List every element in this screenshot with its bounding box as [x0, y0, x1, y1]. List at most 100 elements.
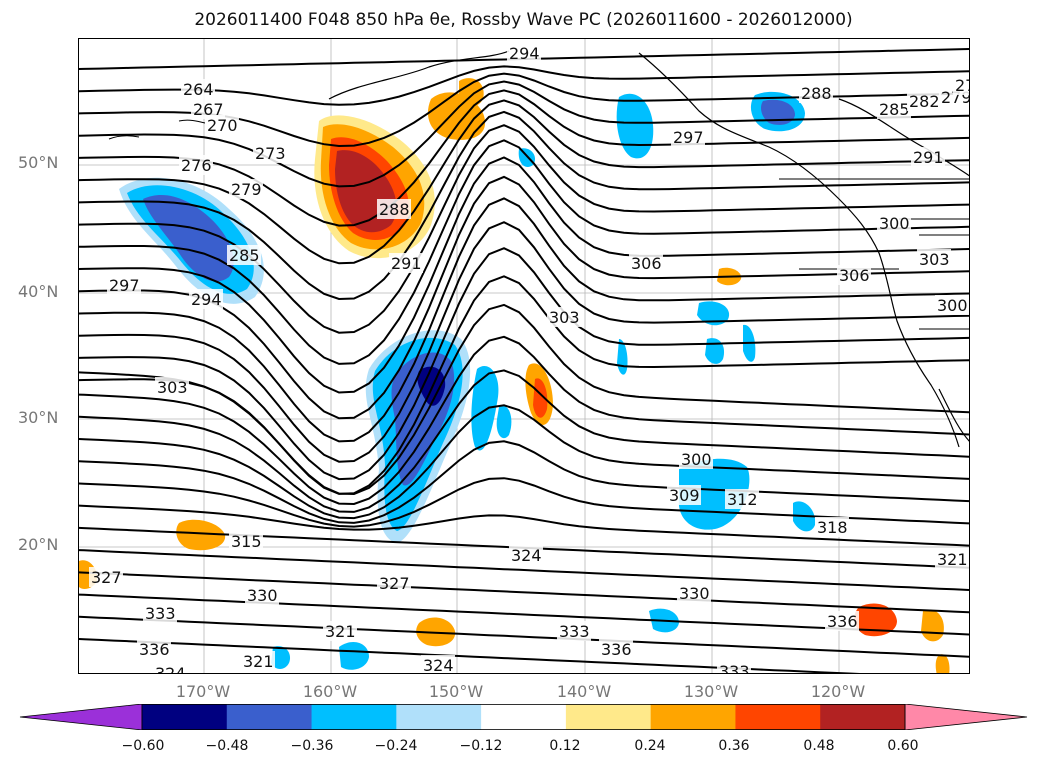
contour-label: 300	[879, 214, 910, 233]
contour-label-bg	[143, 603, 177, 623]
colorbar-segment	[226, 704, 313, 730]
theta-e-contour-line	[79, 139, 969, 365]
contour-label: 333	[559, 622, 590, 641]
lat-label-20n: 20°N	[18, 535, 59, 554]
contour-label-bg	[815, 517, 849, 537]
contour-label: 327	[91, 568, 122, 587]
contour-label-bg	[229, 531, 263, 551]
contour-label-bg	[717, 661, 751, 673]
theta-e-contour-line	[79, 571, 969, 614]
contour-label-bg	[725, 489, 759, 509]
contour-label-bg	[191, 99, 225, 119]
theta-e-contour-line	[79, 369, 969, 513]
contour-label: 333	[719, 662, 750, 674]
colorbar-outline	[141, 704, 906, 730]
lon-label-160w: 160°W	[302, 682, 358, 701]
colorbar-segment	[481, 704, 567, 730]
theta-e-contours	[79, 48, 969, 673]
theta-e-contour-line	[79, 156, 969, 394]
contour-label: 285	[229, 246, 260, 265]
contour-label: 321	[937, 550, 968, 569]
contour-label-bg	[911, 147, 945, 167]
contour-label: 276	[181, 156, 212, 175]
map-title: 2026011400 F048 850 hPa θe, Rossby Wave …	[194, 10, 853, 30]
map-panel[interactable]: 264 267 270 273 276 279 285 294 297 288 291 303 306 3…	[78, 38, 970, 674]
contour-label-bg	[907, 91, 941, 111]
contour-label-bg	[935, 295, 969, 315]
contour-label-bg	[671, 127, 705, 147]
contour-label: 312	[727, 490, 758, 509]
contour-label: 321	[325, 622, 356, 641]
lon-label-140w: 140°W	[556, 682, 612, 701]
contour-label: 294	[191, 290, 222, 309]
theta-e-contour-line	[79, 89, 969, 227]
contour-label-bg	[877, 99, 911, 119]
theta-e-contour-line	[79, 404, 969, 520]
contour-label: 291	[391, 254, 422, 273]
colorbar-segment	[650, 704, 736, 730]
theta-e-contour-line	[79, 440, 969, 524]
contour-label: 318	[817, 518, 848, 537]
contour-label-bg	[917, 249, 951, 269]
contour-label: 324	[155, 664, 186, 674]
contour-label: 264	[183, 80, 214, 99]
contour-label: 300	[937, 296, 968, 315]
contour-label-bg	[205, 115, 239, 135]
contour-label-bg	[421, 655, 455, 673]
contour-label: 321	[243, 652, 274, 671]
contour-label: 306	[631, 254, 662, 273]
contour-label-bg	[377, 573, 411, 593]
theta-e-contour-line	[79, 221, 969, 463]
contour-label-bg	[389, 253, 423, 273]
contour-label-bg	[825, 611, 859, 631]
contour-label-bg	[253, 143, 287, 163]
anomaly-shading	[79, 78, 950, 673]
contour-label: 327	[379, 574, 410, 593]
contour-label-bg	[629, 253, 663, 273]
theta-e-contour-line	[79, 593, 969, 636]
contour-label-bg	[89, 567, 123, 587]
colorbar-tick-048: 0.48	[803, 738, 835, 754]
colorbar-tick-012: 0.12	[549, 738, 581, 754]
colorbar-segment	[142, 704, 228, 730]
contour-label: 297	[109, 276, 140, 295]
theta-e-contour-line	[79, 124, 969, 334]
contour-label: 285	[879, 100, 910, 119]
colorbar-segment	[565, 704, 652, 730]
lon-label-120w: 120°W	[810, 682, 866, 701]
theta-e-contour-line	[79, 99, 969, 265]
contour-label-bg	[153, 663, 187, 673]
negative-anomaly-west	[119, 177, 264, 304]
theta-e-contour-line	[79, 477, 969, 528]
contour-label-bg	[155, 377, 189, 397]
contour-label: 282	[909, 92, 940, 111]
colorbar	[10, 703, 1037, 731]
contour-label-bg	[229, 179, 263, 199]
contour-label: 270	[207, 116, 238, 135]
colorbar-extend-high	[904, 703, 1028, 731]
contour-label: 297	[673, 128, 704, 147]
contour-label: 324	[511, 546, 542, 565]
colorbar-tick-neg024: −0.24	[374, 738, 418, 754]
contour-label: 303	[157, 378, 188, 397]
contour-label: 300	[681, 450, 712, 469]
contour-label-bg	[137, 639, 171, 659]
theta-e-contour-line	[79, 549, 969, 591]
contour-label: 324	[423, 656, 454, 674]
colorbar-segment	[396, 704, 482, 730]
contour-label-bg	[377, 199, 411, 219]
colorbar-tick-060: 0.60	[887, 738, 919, 754]
theta-e-contour-line	[79, 303, 969, 496]
contour-label-bg	[667, 485, 701, 505]
contour-label-bg	[509, 545, 543, 565]
contour-label-bg	[179, 155, 213, 175]
colorbar-segment	[735, 704, 821, 730]
contour-label: 267	[193, 100, 224, 119]
lon-label-150w: 150°W	[428, 682, 484, 701]
contour-label-bg	[679, 449, 713, 469]
theta-e-contour-line	[79, 197, 969, 443]
contour-label: 315	[231, 532, 262, 551]
contour-label: 291	[913, 148, 944, 167]
contour-label-bg	[547, 307, 581, 327]
colorbar-tick-neg048: −0.48	[205, 738, 249, 754]
